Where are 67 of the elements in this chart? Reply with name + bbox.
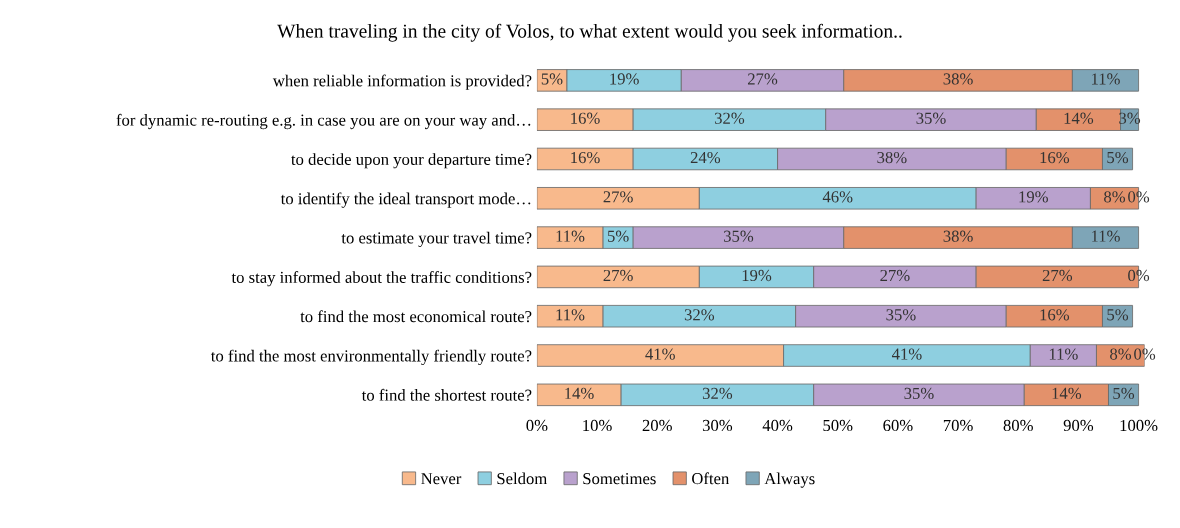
data-label: 11%: [1091, 73, 1120, 85]
x-tick-label: 70%: [943, 419, 973, 432]
data-label: 5%: [1107, 151, 1129, 164]
chart-title: When traveling in the city of Volos, to what extent would you seek information..: [277, 23, 902, 42]
data-label: 46%: [822, 191, 853, 203]
x-tick-label: 20%: [642, 419, 672, 432]
x-tick-label: 100%: [1120, 419, 1158, 432]
y-tick-label: to decide upon your departure time?: [291, 153, 532, 169]
y-tick-label: for dynamic re-routing e.g. in case you are on your way and…: [116, 113, 531, 130]
data-label: 16%: [571, 151, 600, 164]
data-label: 16%: [1040, 151, 1070, 164]
data-label: 8%: [1104, 191, 1126, 203]
data-label: 38%: [877, 151, 907, 164]
data-label: 5%: [541, 73, 563, 85]
data-label: 11%: [556, 309, 585, 321]
legend-label: Often: [692, 472, 730, 485]
data-label: 35%: [904, 387, 934, 400]
legend-label: Sometimes: [583, 473, 656, 485]
data-label: 41%: [891, 348, 922, 360]
data-label: 38%: [943, 230, 973, 242]
data-label: 41%: [645, 348, 675, 360]
y-tick-label: to find the most environmentally friendly route?: [210, 349, 532, 365]
x-tick-label: 40%: [762, 419, 793, 432]
data-label: 32%: [684, 309, 715, 321]
data-label: 27%: [880, 269, 910, 282]
y-tick-label: to find the most economical route?: [300, 310, 532, 323]
data-label: 5%: [607, 230, 629, 242]
data-label: 11%: [1091, 230, 1120, 242]
data-label: 16%: [1040, 309, 1070, 321]
data-label: 19%: [1019, 191, 1048, 203]
legend-label: Never: [421, 473, 462, 485]
data-label: 11%: [556, 230, 585, 242]
legend-label: Always: [764, 472, 815, 488]
data-label: 5%: [1113, 387, 1135, 400]
x-tick-label: 50%: [823, 419, 853, 432]
data-label: 27%: [1042, 269, 1073, 282]
data-label: 19%: [742, 269, 772, 282]
legend-label: Seldom: [497, 472, 548, 485]
y-tick-label: to stay informed about the traffic conditions?: [231, 271, 532, 287]
y-tick-label: to estimate your travel time?: [341, 231, 532, 247]
x-tick-label: 10%: [583, 419, 612, 432]
data-label: 35%: [723, 230, 754, 242]
x-tick-label: 80%: [1003, 419, 1033, 432]
data-label: 32%: [702, 387, 733, 400]
data-label: 11%: [1049, 348, 1078, 360]
y-tick-label: to find the shortest route?: [361, 388, 532, 401]
data-label: 24%: [690, 151, 721, 164]
data-label: 32%: [714, 112, 745, 124]
y-tick-label: when reliable information is provided?: [272, 74, 532, 90]
data-label: 5%: [1107, 309, 1129, 321]
data-label: 35%: [886, 309, 916, 321]
x-tick-label: 0%: [526, 419, 548, 432]
data-label: 19%: [610, 73, 639, 85]
data-label: 14%: [1052, 387, 1082, 400]
data-label: 16%: [571, 112, 600, 124]
x-tick-label: 30%: [702, 419, 733, 432]
data-label: 38%: [943, 73, 973, 85]
data-label: 14%: [1064, 112, 1094, 124]
data-label: 35%: [916, 112, 946, 124]
data-label: 27%: [603, 191, 633, 203]
x-tick-label: 60%: [883, 419, 913, 432]
data-label: 27%: [603, 269, 633, 282]
x-tick-label: 90%: [1063, 419, 1094, 432]
data-label: 27%: [747, 73, 778, 85]
data-label: 14%: [565, 387, 594, 400]
y-tick-label: to identify the ideal transport mode…: [280, 192, 531, 208]
data-label: 8%: [1110, 348, 1132, 360]
